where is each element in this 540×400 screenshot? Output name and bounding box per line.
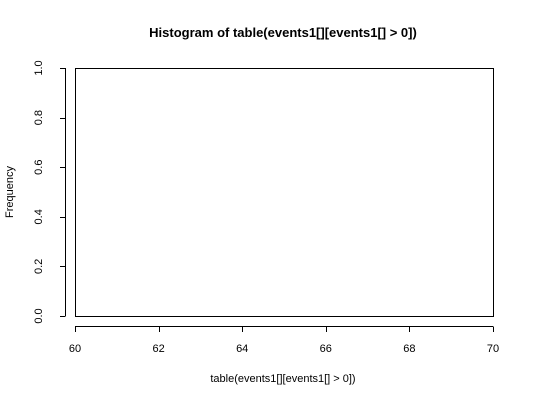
y-tick-label: 0.8 bbox=[33, 110, 45, 125]
x-tick-label: 66 bbox=[320, 343, 332, 355]
y-tick-label: 0.0 bbox=[33, 308, 45, 323]
x-axis-label: table(events1[][events1[] > 0]) bbox=[210, 373, 355, 385]
plot-frame bbox=[75, 68, 494, 317]
y-tick-label: 0.2 bbox=[33, 259, 45, 274]
x-tick-label: 70 bbox=[487, 343, 499, 355]
x-tick-label: 62 bbox=[152, 343, 164, 355]
x-tick-label: 64 bbox=[236, 343, 248, 355]
x-axis: 60 62 64 66 68 70 bbox=[69, 326, 499, 355]
y-tick-label: 0.4 bbox=[33, 209, 45, 224]
chart-title: Histogram of table(events1[][events1[] >… bbox=[149, 25, 417, 40]
x-tick-label: 60 bbox=[69, 343, 81, 355]
x-tick-label: 68 bbox=[403, 343, 415, 355]
y-tick-label: 1.0 bbox=[33, 60, 45, 75]
y-tick-label: 0.6 bbox=[33, 160, 45, 175]
y-axis-label: Frequency bbox=[4, 166, 16, 218]
y-axis: 0.0 0.2 0.4 0.6 0.8 1.0 bbox=[33, 60, 66, 324]
